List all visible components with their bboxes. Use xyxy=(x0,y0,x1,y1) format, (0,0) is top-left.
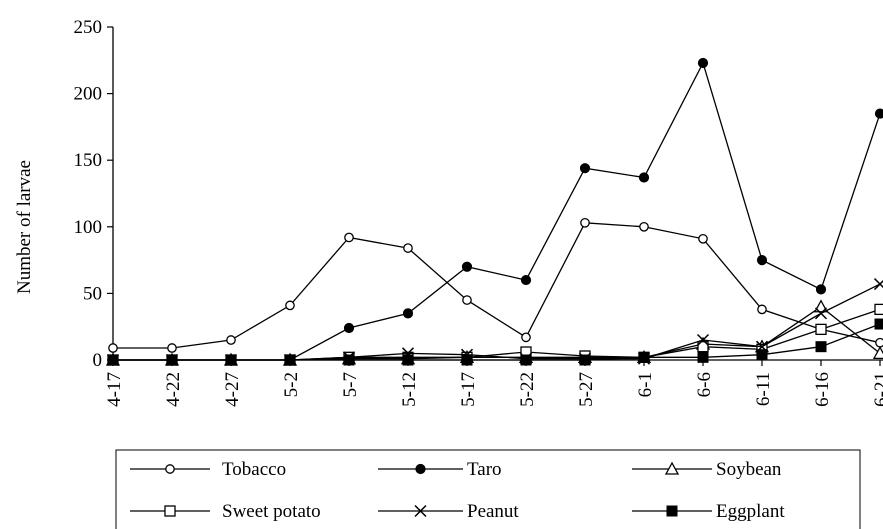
taro-marker xyxy=(579,163,591,174)
legend-item-peanut: Peanut xyxy=(378,501,519,522)
tobacco-marker xyxy=(167,343,177,353)
series-eggplant xyxy=(107,318,883,366)
eggplant-marker xyxy=(284,354,296,366)
eggplant-marker xyxy=(166,354,178,366)
taro-marker xyxy=(697,57,709,69)
y-tick-label: 0 xyxy=(93,350,103,371)
eggplant-marker xyxy=(402,354,414,366)
eggplant-marker xyxy=(225,354,237,366)
legend-item-soybean: Soybean xyxy=(632,459,782,480)
legend-eggplant-marker xyxy=(666,505,678,517)
series-tobacco xyxy=(108,217,883,353)
sweet-potato-marker xyxy=(815,323,827,336)
soybean-marker xyxy=(813,299,829,313)
x-tick-label: 6-11 xyxy=(753,372,774,406)
tobacco-marker xyxy=(226,335,236,345)
eggplant-marker xyxy=(756,349,768,361)
series-line-eggplant xyxy=(113,323,881,361)
peanut-marker xyxy=(696,333,710,347)
x-tick-label: 4-17 xyxy=(104,372,125,407)
tobacco-marker xyxy=(875,337,883,348)
eggplant-marker xyxy=(520,354,532,366)
tobacco-marker xyxy=(285,300,295,311)
sweet-potato-marker xyxy=(697,341,709,353)
x-tick-label: 6-1 xyxy=(635,372,656,397)
y-axis-title: Number of larvae xyxy=(14,160,35,294)
legend-label: Eggplant xyxy=(716,501,785,522)
peanut-marker xyxy=(873,278,883,291)
legend-label: Soybean xyxy=(716,459,782,480)
eggplant-marker xyxy=(461,354,473,366)
axes xyxy=(112,27,883,361)
taro-marker xyxy=(815,284,827,295)
x-tick-label: 5-17 xyxy=(458,372,479,407)
y-axis-ticks: 0 50 100 150 200 250 xyxy=(74,17,113,371)
x-tick-label: 5-22 xyxy=(517,372,538,407)
sweet-potato-marker xyxy=(874,303,883,316)
taro-marker xyxy=(461,261,473,272)
soybean-marker xyxy=(872,345,883,359)
eggplant-marker xyxy=(815,341,827,353)
eggplant-marker xyxy=(638,351,650,363)
series-line-tobacco xyxy=(113,222,881,349)
legend-label: Peanut xyxy=(467,501,519,522)
taro-marker xyxy=(520,274,532,286)
y-tick-label: 100 xyxy=(74,217,103,238)
legend-sweet-potato-marker xyxy=(164,505,176,517)
legend-item-eggplant: Eggplant xyxy=(632,501,785,522)
tobacco-marker xyxy=(580,217,590,228)
eggplant-marker xyxy=(579,354,591,366)
tobacco-marker xyxy=(462,295,472,305)
eggplant-marker xyxy=(107,354,119,366)
legend-soybean-marker xyxy=(664,461,680,475)
x-axis-ticks: 4-17 4-22 4-27 5-2 5-7 5-12 5-17 5-22 5-27 6-1 6-6… xyxy=(104,360,883,407)
legend-item-taro: Taro xyxy=(378,459,502,480)
legend-item-sweet-potato: Sweet potato xyxy=(130,501,321,522)
tobacco-marker xyxy=(698,233,708,244)
x-tick-label: 4-22 xyxy=(163,372,184,407)
tobacco-marker xyxy=(521,332,531,343)
taro-marker xyxy=(756,255,768,266)
tobacco-marker xyxy=(639,221,649,232)
x-tick-label: 6-6 xyxy=(694,372,715,397)
eggplant-marker xyxy=(874,318,883,330)
legend-taro-marker xyxy=(415,463,426,475)
x-tick-label: 5-2 xyxy=(281,372,302,397)
x-tick-label: 5-12 xyxy=(399,372,420,407)
eggplant-marker xyxy=(697,351,709,363)
y-tick-label: 200 xyxy=(74,84,103,105)
taro-marker xyxy=(402,308,414,319)
tobacco-marker xyxy=(344,232,354,243)
legend-peanut-marker xyxy=(414,504,427,518)
tobacco-marker xyxy=(757,304,767,315)
legend: Tobacco Taro Soybean Sweet potato Peanut Eggp… xyxy=(115,449,861,529)
legend-tobacco-marker xyxy=(165,464,175,474)
x-tick-label: 6-21 xyxy=(871,372,883,407)
legend-label: Tobacco xyxy=(222,459,286,480)
y-tick-label: 250 xyxy=(74,17,103,38)
y-tick-label: 150 xyxy=(74,150,103,171)
x-tick-label: 5-27 xyxy=(576,372,597,407)
taro-marker xyxy=(343,322,355,334)
eggplant-marker xyxy=(343,354,355,366)
legend-item-tobacco: Tobacco xyxy=(130,459,286,480)
y-tick-label: 50 xyxy=(83,283,102,304)
x-tick-label: 4-27 xyxy=(222,372,243,407)
taro-marker xyxy=(638,172,650,183)
series-layer xyxy=(105,57,883,367)
x-tick-label: 6-16 xyxy=(812,372,833,407)
taro-marker xyxy=(874,108,883,119)
legend-label: Taro xyxy=(467,459,502,480)
peanut-marker xyxy=(814,307,828,320)
legend-box xyxy=(115,449,861,529)
series-line-taro xyxy=(113,61,881,361)
tobacco-marker xyxy=(108,343,118,353)
tobacco-marker xyxy=(403,243,413,253)
legend-label: Sweet potato xyxy=(222,501,321,522)
x-tick-label: 5-7 xyxy=(340,372,361,397)
